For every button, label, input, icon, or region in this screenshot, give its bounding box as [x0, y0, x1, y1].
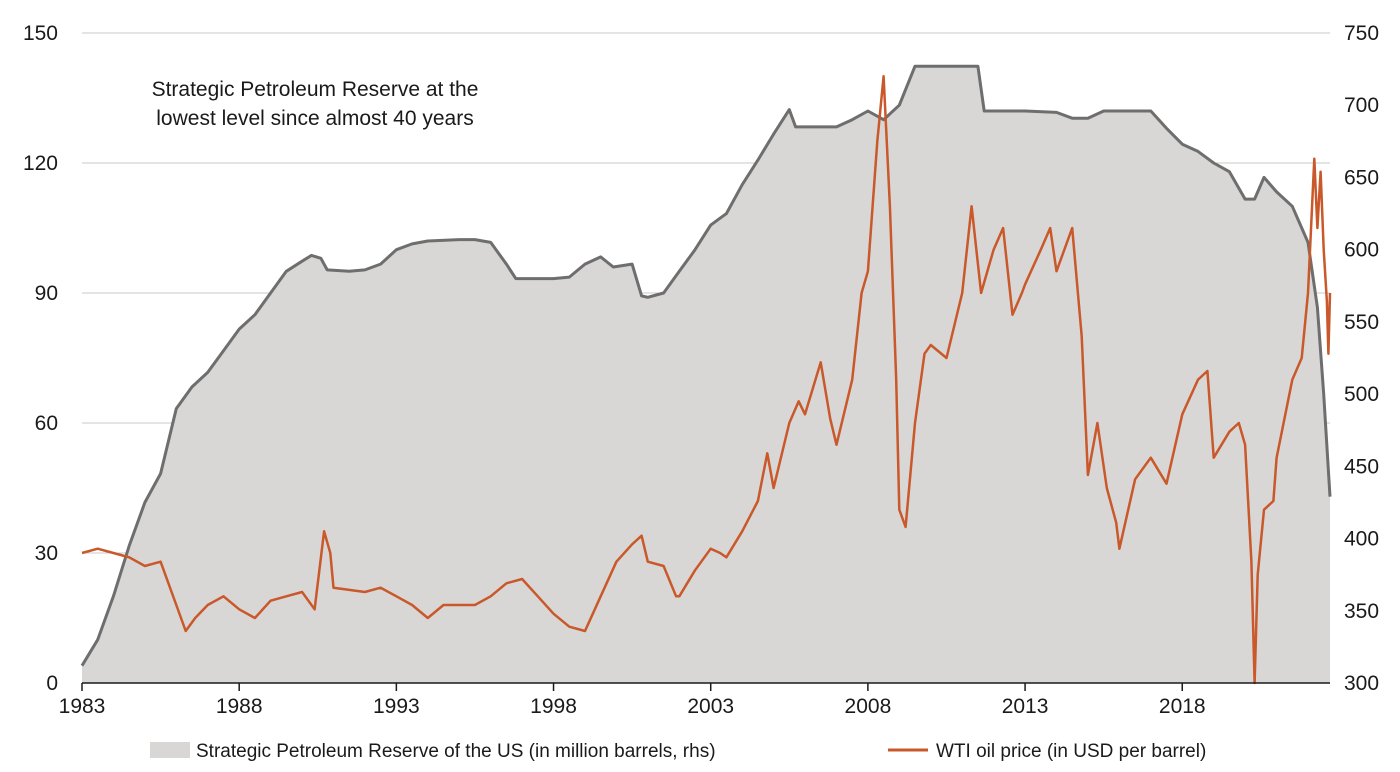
x-tick-label: 2013 [1002, 695, 1049, 718]
y-right-tick-label: 700 [1344, 94, 1379, 117]
wti-line-layer [81, 75, 1332, 685]
tick-labels: 0 30 60 90 120 150 300 350 400 450 500 550 600 650 700… [23, 22, 1379, 718]
spr-line [80, 64, 1332, 667]
y-left-tick-label: 150 [23, 22, 58, 45]
y-left-tick-label: 120 [23, 152, 58, 175]
y-left-tick-label: 60 [35, 412, 58, 435]
x-tick-label: 2008 [845, 695, 892, 718]
x-tick-label: 2003 [687, 695, 734, 718]
annotation-line-1: Strategic Petroleum Reserve at the [152, 78, 479, 101]
y-right-tick-label: 500 [1344, 383, 1379, 406]
legend-swatch-spr [150, 742, 190, 758]
y-right-tick-label: 400 [1344, 528, 1379, 551]
x-tick-label: 1988 [216, 695, 263, 718]
y-right-tick-label: 750 [1344, 22, 1379, 45]
y-left-tick-label: 30 [35, 542, 58, 565]
x-tick-label: 1998 [530, 695, 577, 718]
y-left-tick-label: 0 [46, 672, 58, 695]
spr-area-layer [80, 64, 1332, 683]
y-right-tick-label: 350 [1344, 600, 1379, 623]
y-right-tick-label: 650 [1344, 166, 1379, 189]
wti-line [81, 75, 1332, 685]
y-left-tick-label: 90 [35, 282, 58, 305]
legend: Strategic Petroleum Reserve of the US (i… [150, 741, 1206, 762]
legend-label-spr: Strategic Petroleum Reserve of the US (i… [196, 741, 716, 762]
annotation: Strategic Petroleum Reserve at the lowes… [152, 78, 479, 130]
y-right-tick-label: 450 [1344, 455, 1379, 478]
legend-label-wti: WTI oil price (in USD per barrel) [936, 741, 1206, 762]
y-right-tick-label: 600 [1344, 239, 1379, 262]
axes [81, 682, 1330, 691]
spr-area [82, 66, 1330, 683]
x-tick-label: 1993 [373, 695, 420, 718]
x-tick-label: 2018 [1159, 695, 1206, 718]
annotation-line-2: lowest level since almost 40 years [156, 107, 473, 130]
y-right-tick-label: 300 [1344, 672, 1379, 695]
y-right-tick-label: 550 [1344, 311, 1379, 334]
x-tick-label: 1983 [59, 695, 106, 718]
